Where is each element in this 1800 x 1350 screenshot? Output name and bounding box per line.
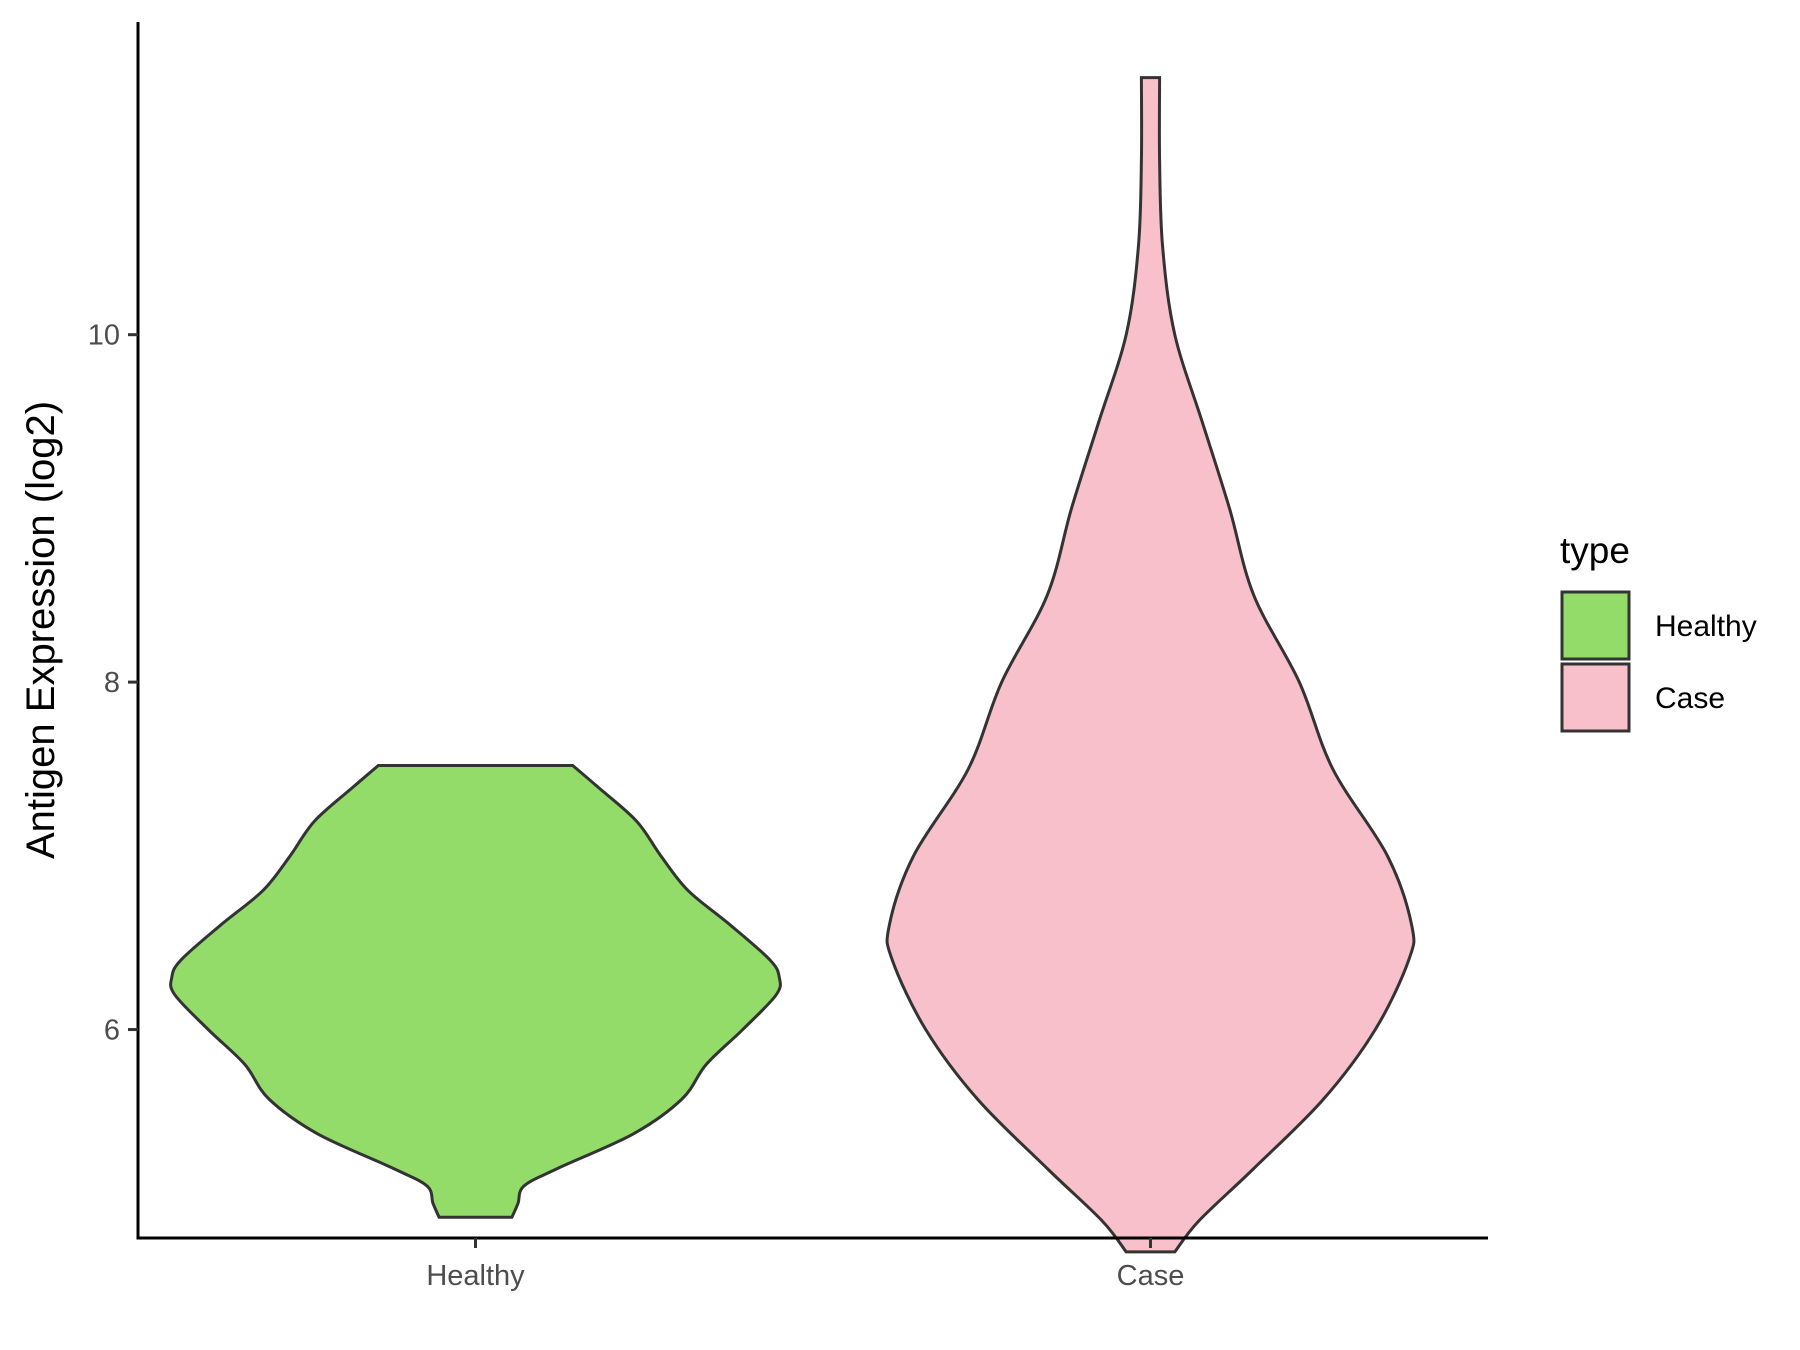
x-axis-ticks: Healthy Case (426, 1238, 1184, 1292)
violin-layer (169, 76, 1416, 1254)
legend-key-case (1560, 662, 1631, 733)
x-tick-label: Case (1117, 1260, 1185, 1292)
violin-healthy (169, 764, 782, 1219)
legend-title: type (1560, 530, 1630, 571)
y-tick-label: 8 (104, 667, 120, 699)
y-axis-title: Antigen Expression (log2) (19, 401, 63, 859)
y-tick-label: 6 (104, 1015, 120, 1047)
y-axis-ticks: 6 8 10 (88, 320, 138, 1047)
y-tick-label: 10 (88, 320, 120, 352)
legend-label-case: Case (1655, 682, 1725, 715)
violin-case (885, 76, 1416, 1254)
x-tick-label: Healthy (426, 1260, 525, 1292)
legend: type Healthy Case (1560, 530, 1757, 733)
legend-key-healthy (1560, 590, 1631, 661)
legend-label-healthy: Healthy (1655, 610, 1757, 643)
